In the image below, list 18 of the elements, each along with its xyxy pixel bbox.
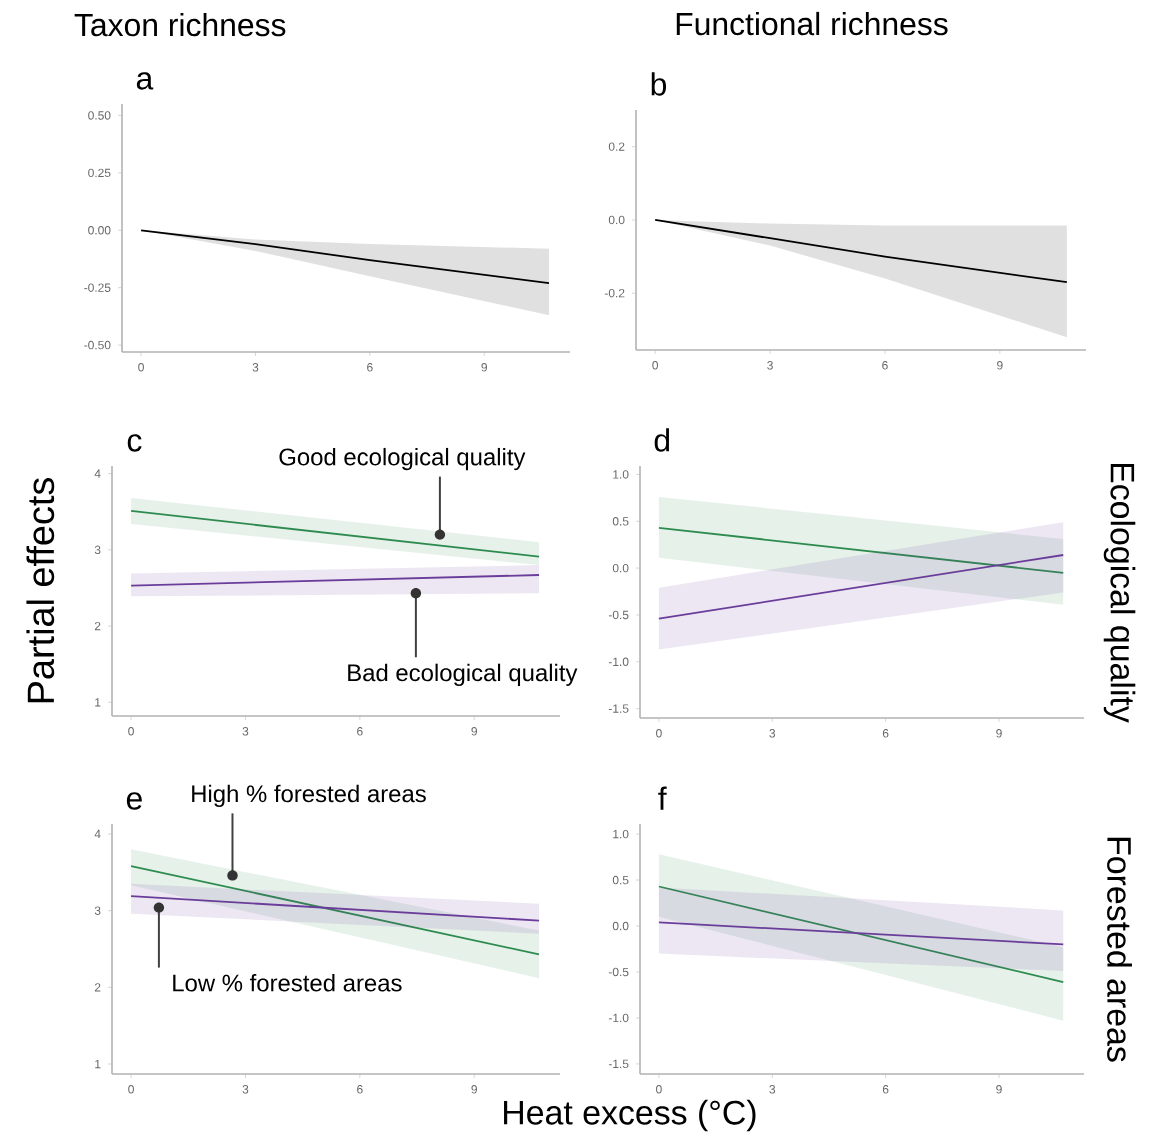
annotation: Good ecological quality <box>279 447 526 471</box>
chart-title: a <box>136 72 154 90</box>
line-series <box>654 219 1068 284</box>
annotation: Bad ecological quality <box>348 663 578 686</box>
x-axis-title: Heat excess (°C) <box>504 1099 756 1132</box>
line-series <box>140 229 550 284</box>
y2-axis-title: Ecological quality <box>1103 463 1136 723</box>
chart-title: e <box>126 792 142 810</box>
text: Taxon richness <box>74 12 286 37</box>
text: Functional richness <box>676 11 948 36</box>
chart-title: c <box>127 434 142 452</box>
y2-axis-title: Forested areas <box>1107 837 1132 1062</box>
chart-title: b <box>651 72 667 96</box>
y-axis-title: Partial effects <box>26 478 55 703</box>
annotation: High % forested areas <box>192 784 426 807</box>
annotation: Low % forested areas <box>173 974 402 992</box>
chart-title: d <box>654 428 670 452</box>
chart-title: f <box>658 786 667 810</box>
